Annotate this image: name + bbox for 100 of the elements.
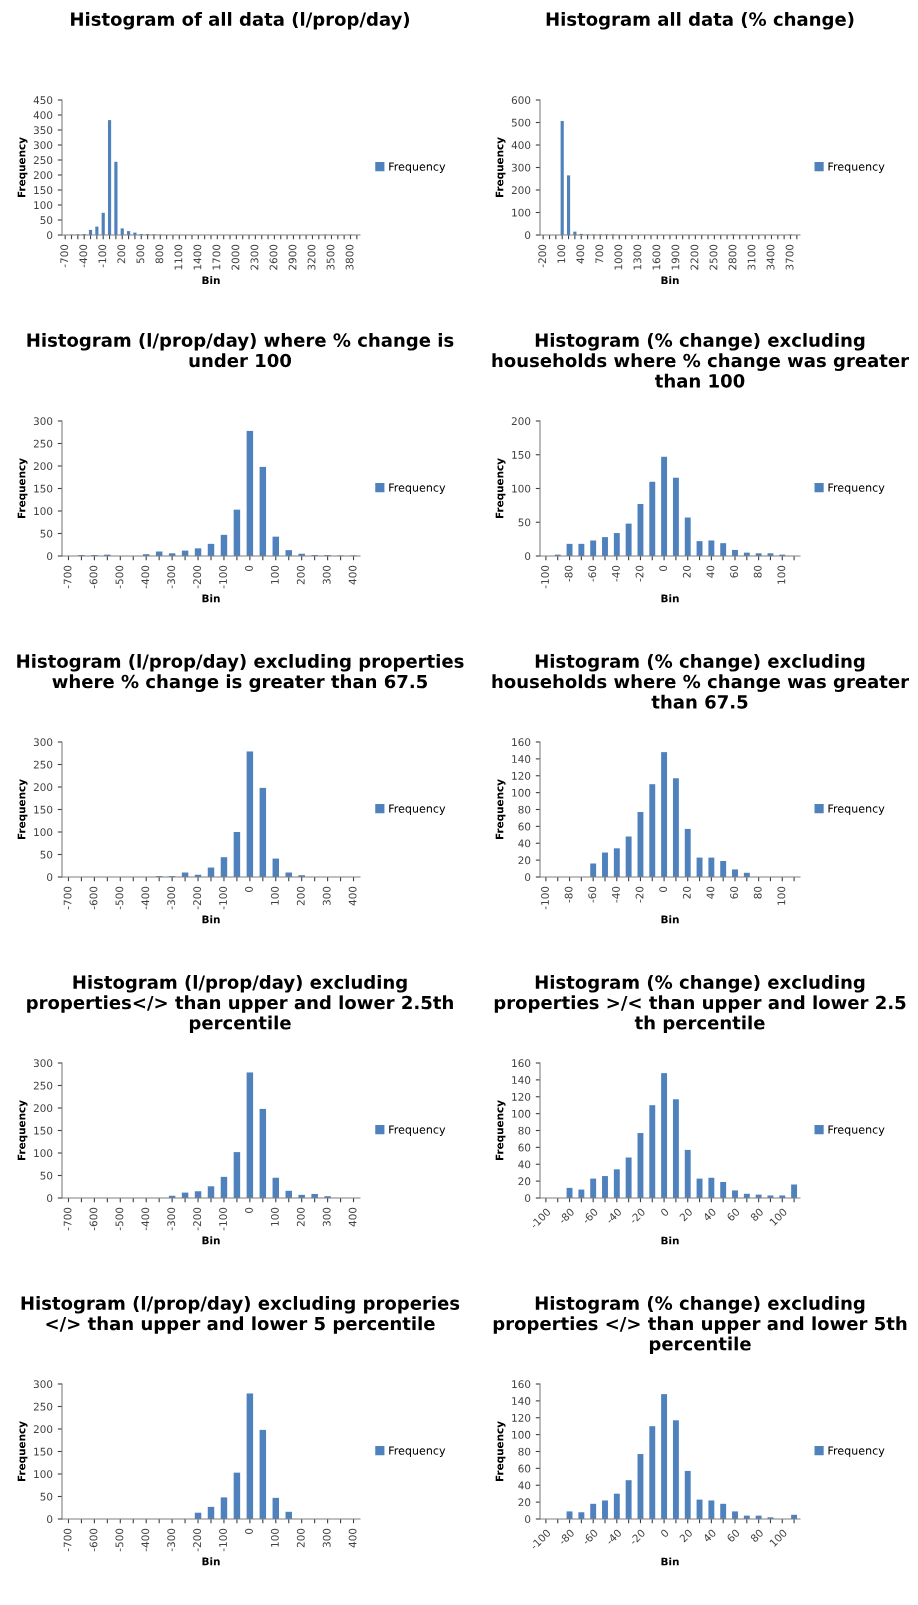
y-tick-label: 0 xyxy=(525,1194,531,1203)
x-tick-label: 200 xyxy=(296,1528,305,1548)
x-tick-label: -700 xyxy=(63,565,72,589)
x-tick-label: 0 xyxy=(659,565,668,571)
x-tick-label: -60 xyxy=(588,886,597,903)
x-axis-title: Bin xyxy=(661,594,679,603)
x-tick-label: 0 xyxy=(245,565,253,571)
x-tick-label: 2300 xyxy=(250,244,259,270)
y-tick-label: 150 xyxy=(512,450,531,459)
y-tick-label: 20 xyxy=(518,856,531,865)
y-tick-label: 140 xyxy=(512,1076,531,1084)
x-tick-label: 200 xyxy=(117,244,126,264)
x-axis-title: Bin xyxy=(661,915,679,924)
y-tick-label: 0 xyxy=(47,873,53,882)
x-tick-label: 400 xyxy=(348,886,357,906)
x-tick-label: 3400 xyxy=(766,244,775,270)
y-tick-label: 0 xyxy=(47,231,53,240)
chart-title: Histogram (l/prop/day) excluding properies </> than upper and lower 5 percentile xyxy=(21,1296,460,1334)
y-tick-label: 60 xyxy=(518,1464,531,1473)
x-tick-label: -100 xyxy=(541,565,549,589)
x-tick-label: 40 xyxy=(706,565,715,578)
x-tick-label: 100 xyxy=(270,1528,279,1547)
x-tick-label: -60 xyxy=(581,1207,599,1225)
x-tick-label: 40 xyxy=(702,1528,717,1543)
x-tick-label: -400 xyxy=(141,1528,150,1552)
x-tick-label: 2200 xyxy=(690,244,699,270)
x-tick-label: 0 xyxy=(659,886,668,892)
y-tick-label: 50 xyxy=(40,850,53,859)
x-tick-label: 400 xyxy=(348,565,357,585)
y-tick-label: 0 xyxy=(47,552,53,561)
x-tick-label: -700 xyxy=(63,886,72,910)
chart-title: Histogram (% change) excluding properties </> than upper and lower 5th percentile xyxy=(493,1296,907,1355)
x-tick-label: -100 xyxy=(219,886,227,910)
y-tick-label: 0 xyxy=(525,1515,531,1524)
x-tick-label: 300 xyxy=(322,1528,331,1548)
y-tick-label: 50 xyxy=(40,216,53,225)
x-tick-label: 1900 xyxy=(671,244,680,270)
y-tick-label: 50 xyxy=(40,1171,53,1180)
x-tick-label: 2000 xyxy=(231,244,240,270)
x-tick-label: 80 xyxy=(749,1207,764,1222)
y-tick-label: 140 xyxy=(512,1397,531,1405)
x-tick-label: 2500 xyxy=(709,244,718,270)
y-tick-label: 80 xyxy=(518,1447,531,1456)
x-tick-label: 100 xyxy=(270,886,279,905)
y-tick-label: 100 xyxy=(34,201,53,210)
y-tick-label: 250 xyxy=(33,1081,53,1090)
x-tick-label: 400 xyxy=(348,1207,357,1227)
chart-title: Histogram (l/prop/day) excluding properties</> than upper and lower 2.5th percentile xyxy=(27,975,453,1034)
y-tick-label: 300 xyxy=(33,417,53,426)
x-tick-label: -100 xyxy=(541,886,549,910)
legend-label: Frequency xyxy=(828,483,885,494)
x-tick-label: 0 xyxy=(660,1207,670,1217)
y-tick-label: 200 xyxy=(33,171,53,180)
x-tick-label: 100 xyxy=(270,565,279,584)
y-tick-label: 120 xyxy=(512,771,531,780)
y-axis-title: Frequency xyxy=(495,458,506,519)
y-tick-label: 500 xyxy=(511,118,531,127)
x-tick-label: 0 xyxy=(660,1528,670,1538)
y-tick-label: 100 xyxy=(34,507,53,516)
x-tick-label: -60 xyxy=(581,1528,599,1546)
y-tick-label: 160 xyxy=(512,738,531,747)
y-tick-label: 600 xyxy=(511,96,531,105)
y-tick-label: 200 xyxy=(511,417,531,426)
y-tick-label: 150 xyxy=(34,1126,53,1135)
x-tick-label: 300 xyxy=(322,886,331,906)
y-tick-label: 100 xyxy=(34,1470,53,1479)
x-tick-label: -80 xyxy=(564,565,573,582)
x-tick-label: -20 xyxy=(635,565,644,582)
x-tick-label: -400 xyxy=(141,565,150,589)
legend-label: Frequency xyxy=(828,162,885,173)
x-tick-label: -100 xyxy=(219,1528,227,1552)
y-tick-label: 400 xyxy=(33,111,53,120)
y-tick-label: 20 xyxy=(518,1498,531,1507)
x-tick-label: 2800 xyxy=(728,244,737,270)
y-axis-title: Frequency xyxy=(17,779,28,840)
x-tick-label: -400 xyxy=(141,886,150,910)
x-axis-title: Bin xyxy=(661,1236,679,1245)
x-tick-label: 1700 xyxy=(212,244,221,270)
x-tick-label: -600 xyxy=(89,1528,98,1552)
x-tick-label: -60 xyxy=(588,565,597,582)
x-tick-label: -200 xyxy=(193,1207,202,1231)
x-tick-label: -40 xyxy=(605,1528,623,1546)
x-tick-label: 200 xyxy=(296,886,305,906)
x-tick-label: 60 xyxy=(730,886,739,899)
y-tick-label: 200 xyxy=(33,783,53,792)
y-tick-label: 80 xyxy=(518,1126,531,1135)
y-tick-label: 0 xyxy=(525,873,531,882)
y-tick-label: 100 xyxy=(512,1109,531,1118)
y-tick-label: 150 xyxy=(34,1447,53,1456)
x-tick-label: 40 xyxy=(706,886,715,899)
chart-title: Histogram (% change) excluding households where % change was greater than 100 xyxy=(492,333,909,388)
x-tick-label: -500 xyxy=(115,886,124,910)
legend-label: Frequency xyxy=(828,1125,885,1136)
y-tick-label: 40 xyxy=(518,1481,531,1490)
x-tick-label: 20 xyxy=(679,1528,693,1543)
x-tick-label: 200 xyxy=(296,565,305,585)
x-tick-label: 1600 xyxy=(652,244,661,270)
x-axis-title: Bin xyxy=(202,915,220,924)
chart-title: Histogram (l/prop/day) excluding properties where % change is greater than 67.5 xyxy=(17,654,464,692)
x-tick-label: -300 xyxy=(167,565,176,589)
